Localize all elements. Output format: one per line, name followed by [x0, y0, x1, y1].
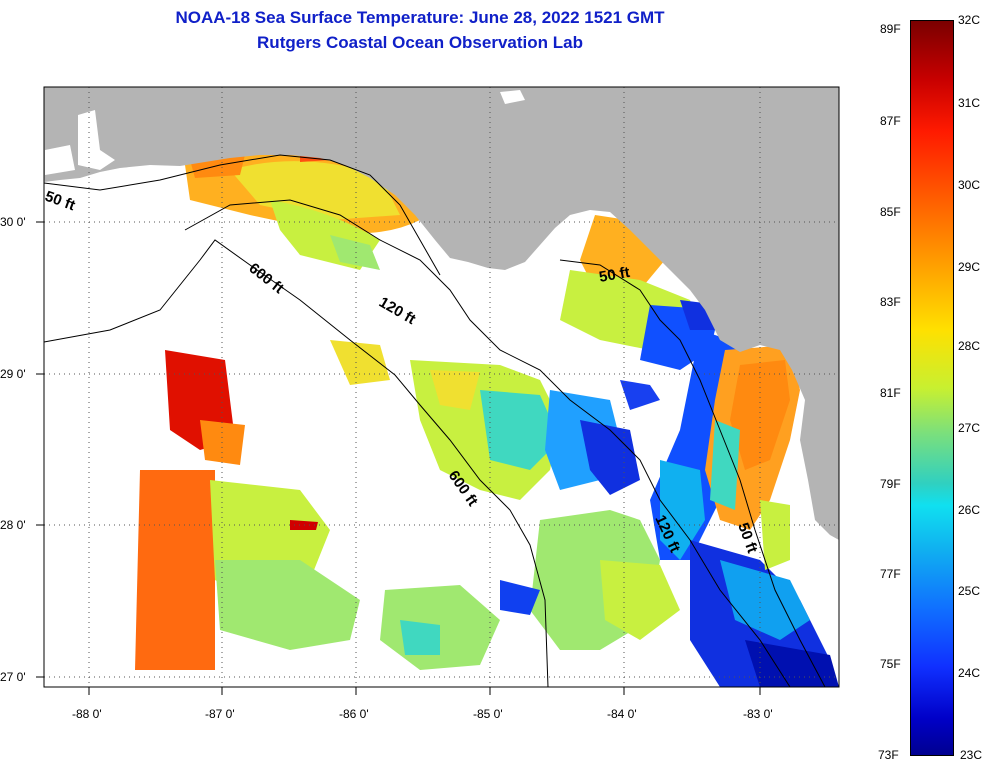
x-tick-label: -85 0' [473, 707, 503, 721]
bathymetry-contours [44, 154, 826, 687]
y-tick-label: 27 0' [0, 670, 26, 684]
contour-50ft-east [559, 259, 826, 687]
map-subtitle: Rutgers Coastal Ocean Observation Lab [257, 33, 583, 52]
colorbar-f-label: 79F [880, 477, 901, 491]
x-tick-label: -86 0' [339, 707, 369, 721]
contour-50ft-west [44, 154, 441, 276]
colorbar-f-label: 83F [880, 295, 901, 309]
contour-600ft [44, 239, 549, 687]
y-tick-label: 28 0' [0, 518, 26, 532]
colorbar-c-label: 27C [958, 421, 981, 435]
y-tick-label: 29 0' [0, 367, 26, 381]
colorbar-f-label: 77F [880, 567, 901, 581]
contour-label: 50 ft [598, 264, 631, 286]
land-mass [44, 87, 839, 540]
contour-120ft [184, 199, 791, 687]
temperature-colorbar [910, 20, 954, 756]
colorbar-c-label: 31C [958, 96, 981, 110]
x-tick-label: -87 0' [205, 707, 235, 721]
colorbar-c-label: 26C [958, 503, 981, 517]
sst-patches [135, 148, 839, 687]
colorbar-c-label: 24C [958, 666, 981, 680]
axis-ticks [36, 221, 761, 695]
colorbar-c-label: 28C [958, 339, 981, 353]
graticule [44, 87, 839, 687]
colorbar-c-label: 23C [960, 748, 983, 762]
colorbar-f-label: 75F [880, 657, 901, 671]
map-title: NOAA-18 Sea Surface Temperature: June 28… [175, 8, 665, 27]
colorbar-f-label: 73F [878, 748, 899, 762]
x-tick-label: -83 0' [743, 707, 773, 721]
colorbar-f-label: 89F [880, 22, 901, 36]
map-frame [43, 86, 840, 688]
colorbar-c-label: 32C [958, 13, 981, 27]
colorbar-f-label: 87F [880, 114, 901, 128]
colorbar-c-label: 30C [958, 178, 981, 192]
colorbar-c-label: 29C [958, 260, 981, 274]
colorbar-f-label: 85F [880, 205, 901, 219]
x-tick-label: -88 0' [72, 707, 102, 721]
colorbar-f-label: 81F [880, 386, 901, 400]
x-tick-label: -84 0' [607, 707, 637, 721]
colorbar-c-label: 25C [958, 584, 981, 598]
y-tick-label: 30 0' [0, 215, 26, 229]
